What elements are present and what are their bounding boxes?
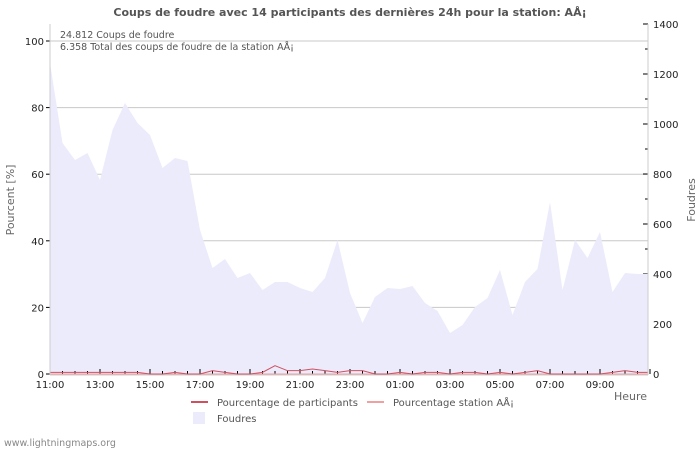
x-tick-label: 07:00 — [536, 380, 565, 391]
x-tick-label: 11:00 — [36, 380, 65, 391]
right-tick-label: 0 — [653, 370, 659, 381]
legend-participants-label: Pourcentage de participants — [217, 398, 358, 409]
right-tick-label: 1000 — [653, 120, 678, 131]
footer-source-link[interactable]: www.lightningmaps.org — [4, 438, 116, 449]
right-tick-label: 1200 — [653, 70, 678, 81]
x-tick-label: 13:00 — [86, 380, 115, 391]
x-axis-title: Heure — [614, 390, 647, 403]
x-tick-label: 05:00 — [486, 380, 515, 391]
x-tick-label: 03:00 — [436, 380, 465, 391]
right-axis-labels: 0 200 400 600 800 1000 1200 1400 — [653, 20, 678, 381]
x-tick-label: 21:00 — [286, 380, 315, 391]
foudres-area — [50, 63, 648, 374]
right-tick-label: 200 — [653, 320, 672, 331]
x-axis-labels: 11:00 13:00 15:00 17:00 19:00 21:00 23:00 01:00… — [36, 380, 615, 391]
left-tick-label: 40 — [31, 237, 44, 248]
legend-foudres-label: Foudres — [217, 414, 256, 425]
x-tick-label: 15:00 — [136, 380, 165, 391]
left-tick-label: 100 — [25, 37, 44, 48]
participants-percentage-line — [50, 365, 648, 375]
x-tick-label: 19:00 — [236, 380, 265, 391]
x-tick-label: 23:00 — [336, 380, 365, 391]
right-tick-label: 400 — [653, 270, 672, 281]
chart-title: Coups de foudre avec 14 participants des… — [113, 6, 587, 19]
legend: Pourcentage de participants Pourcentage … — [191, 396, 514, 425]
x-tick-label: 17:00 — [186, 380, 215, 391]
left-tick-label: 80 — [31, 104, 44, 115]
left-tick-label: 0 — [38, 370, 44, 381]
left-tick-label: 60 — [31, 170, 44, 181]
right-axis-title: Foudres — [685, 178, 698, 222]
info-strikes-count: 24.812 Coups de foudre — [60, 30, 175, 41]
legend-station-label: Pourcentage station AÅ¡ — [393, 396, 514, 409]
info-station-total: 6.358 Total des coups de foudre de la st… — [60, 41, 294, 53]
x-tick-label: 01:00 — [386, 380, 415, 391]
left-axis-labels: 0 20 40 60 80 100 — [25, 37, 44, 381]
right-tick-label: 800 — [653, 170, 672, 181]
right-tick-label: 600 — [653, 220, 672, 231]
right-tick-label: 1400 — [653, 20, 678, 31]
x-tick-label: 09:00 — [586, 380, 615, 391]
left-tick-label: 20 — [31, 303, 44, 314]
left-axis-title: Pourcent [%] — [4, 165, 17, 236]
legend-foudres-swatch — [193, 412, 205, 424]
